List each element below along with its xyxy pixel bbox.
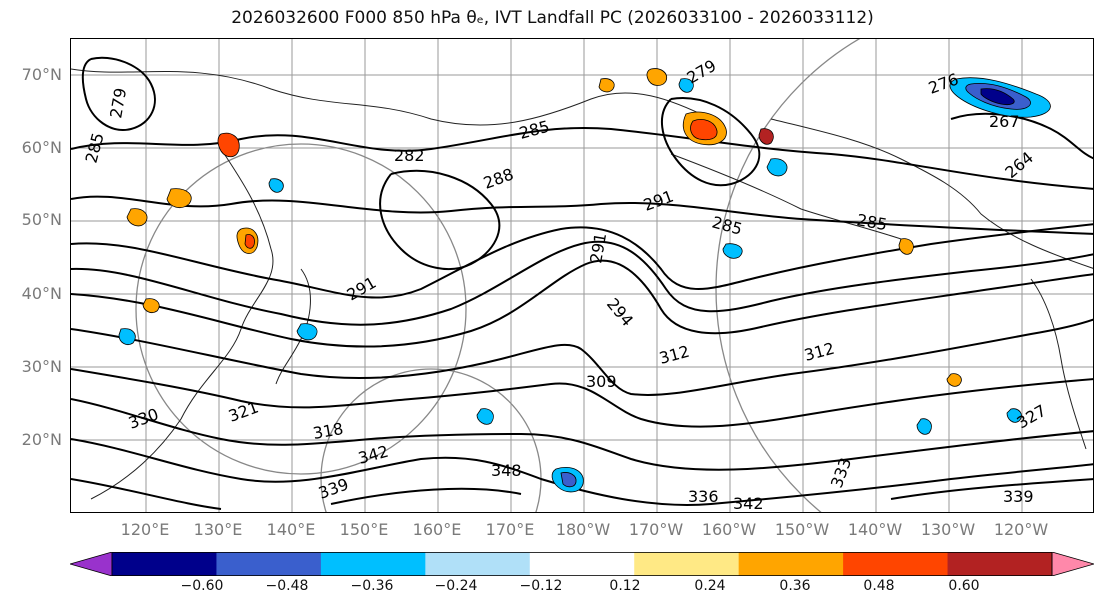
colorbar-segment [843, 552, 949, 576]
contour-label: 291 [586, 231, 610, 264]
colorbar-segment [634, 552, 740, 576]
colorbar-segment [320, 552, 426, 576]
lon-label: 120°E [120, 520, 170, 539]
contour-label: 285 [710, 213, 744, 239]
lon-label: 160°W [701, 520, 757, 539]
colorbar-tick-label: −0.36 [350, 578, 394, 594]
contour-label: 309 [586, 372, 617, 391]
contour-label: 291 [344, 273, 380, 305]
lon-label: 170°W [628, 520, 684, 539]
colorbar-tick-label: 0.48 [863, 578, 895, 594]
lat-label-70: 70°N [21, 65, 62, 84]
contour-label: 279 [106, 86, 130, 119]
lat-label-30: 30°N [21, 357, 62, 376]
lon-label: 140°E [266, 520, 316, 539]
lat-label-60: 60°N [21, 138, 62, 157]
map-canvas: 279 285 282 285 288 291 291 285 285 264 … [71, 39, 1093, 513]
contour-label: 327 [1014, 401, 1050, 433]
map-panel: 279 285 282 285 288 291 291 285 285 264 … [70, 38, 1094, 513]
contour-label: 285 [855, 210, 888, 234]
lat-label-40: 40°N [21, 284, 62, 303]
contour-label: 291 [641, 186, 676, 214]
contour-label: 294 [603, 294, 637, 330]
lon-label: 130°E [193, 520, 243, 539]
contour-label: 285 [82, 131, 108, 165]
contour-label: 336 [688, 487, 719, 506]
lon-label: 150°E [339, 520, 389, 539]
contour-label: 342 [356, 442, 390, 468]
contour-label: 330 [126, 404, 161, 432]
contour-label: 312 [657, 342, 691, 368]
colorbar-segment [529, 552, 635, 576]
colorbar [68, 551, 1096, 577]
contour-label-group: 279 285 282 285 288 291 291 285 285 264 … [82, 56, 1050, 513]
lon-label: 150°W [774, 520, 830, 539]
lon-label: 140°W [847, 520, 903, 539]
colorbar-tick-label: 0.24 [694, 578, 726, 594]
contour-label: 342 [733, 494, 764, 513]
contour-label: 339 [1003, 487, 1034, 506]
colorbar-tick-label: 0.12 [609, 578, 641, 594]
lon-label: 120°W [993, 520, 1049, 539]
colorbar-tick-label: 0.36 [779, 578, 811, 594]
colorbar-segment [425, 552, 531, 576]
lon-label: 170°E [485, 520, 535, 539]
contour-label: 264 [1001, 148, 1037, 182]
colorbar-tick-label: −0.60 [180, 578, 224, 594]
colorbar-segment [112, 552, 217, 576]
lon-label: 160°E [412, 520, 462, 539]
colorbar-extend-low [68, 551, 113, 577]
colorbar-segment [947, 552, 1053, 576]
colorbar-tick-label: −0.48 [265, 578, 309, 594]
colorbar-segment [216, 552, 322, 576]
colorbar-tick-label: 0.60 [948, 578, 980, 594]
lat-label-20: 20°N [21, 430, 62, 449]
chart-title: 2026032600 F000 850 hPa θₑ, IVT Landfall… [231, 8, 874, 28]
contour-label: 267 [989, 112, 1020, 131]
pc-anomaly-patches [118, 68, 1051, 493]
colorbar-tick-label: −0.24 [434, 578, 478, 594]
colorbar-tick-label: −0.12 [519, 578, 563, 594]
lon-label: 130°W [920, 520, 976, 539]
colorbar-extend-high [1051, 551, 1096, 577]
contour-label: 282 [394, 146, 425, 165]
lat-label-50: 50°N [21, 210, 62, 229]
colorbar-svg [68, 551, 1096, 577]
colorbar-segment [738, 552, 844, 576]
lon-label: 180°W [555, 520, 611, 539]
theta-e-contours [71, 56, 1093, 510]
contour-label: 312 [802, 339, 836, 365]
contour-label: 348 [491, 461, 522, 480]
colorbar-border [111, 552, 1053, 576]
contour-label: 318 [311, 419, 344, 443]
range-rings [135, 39, 861, 512]
contour-label: 321 [226, 397, 261, 425]
